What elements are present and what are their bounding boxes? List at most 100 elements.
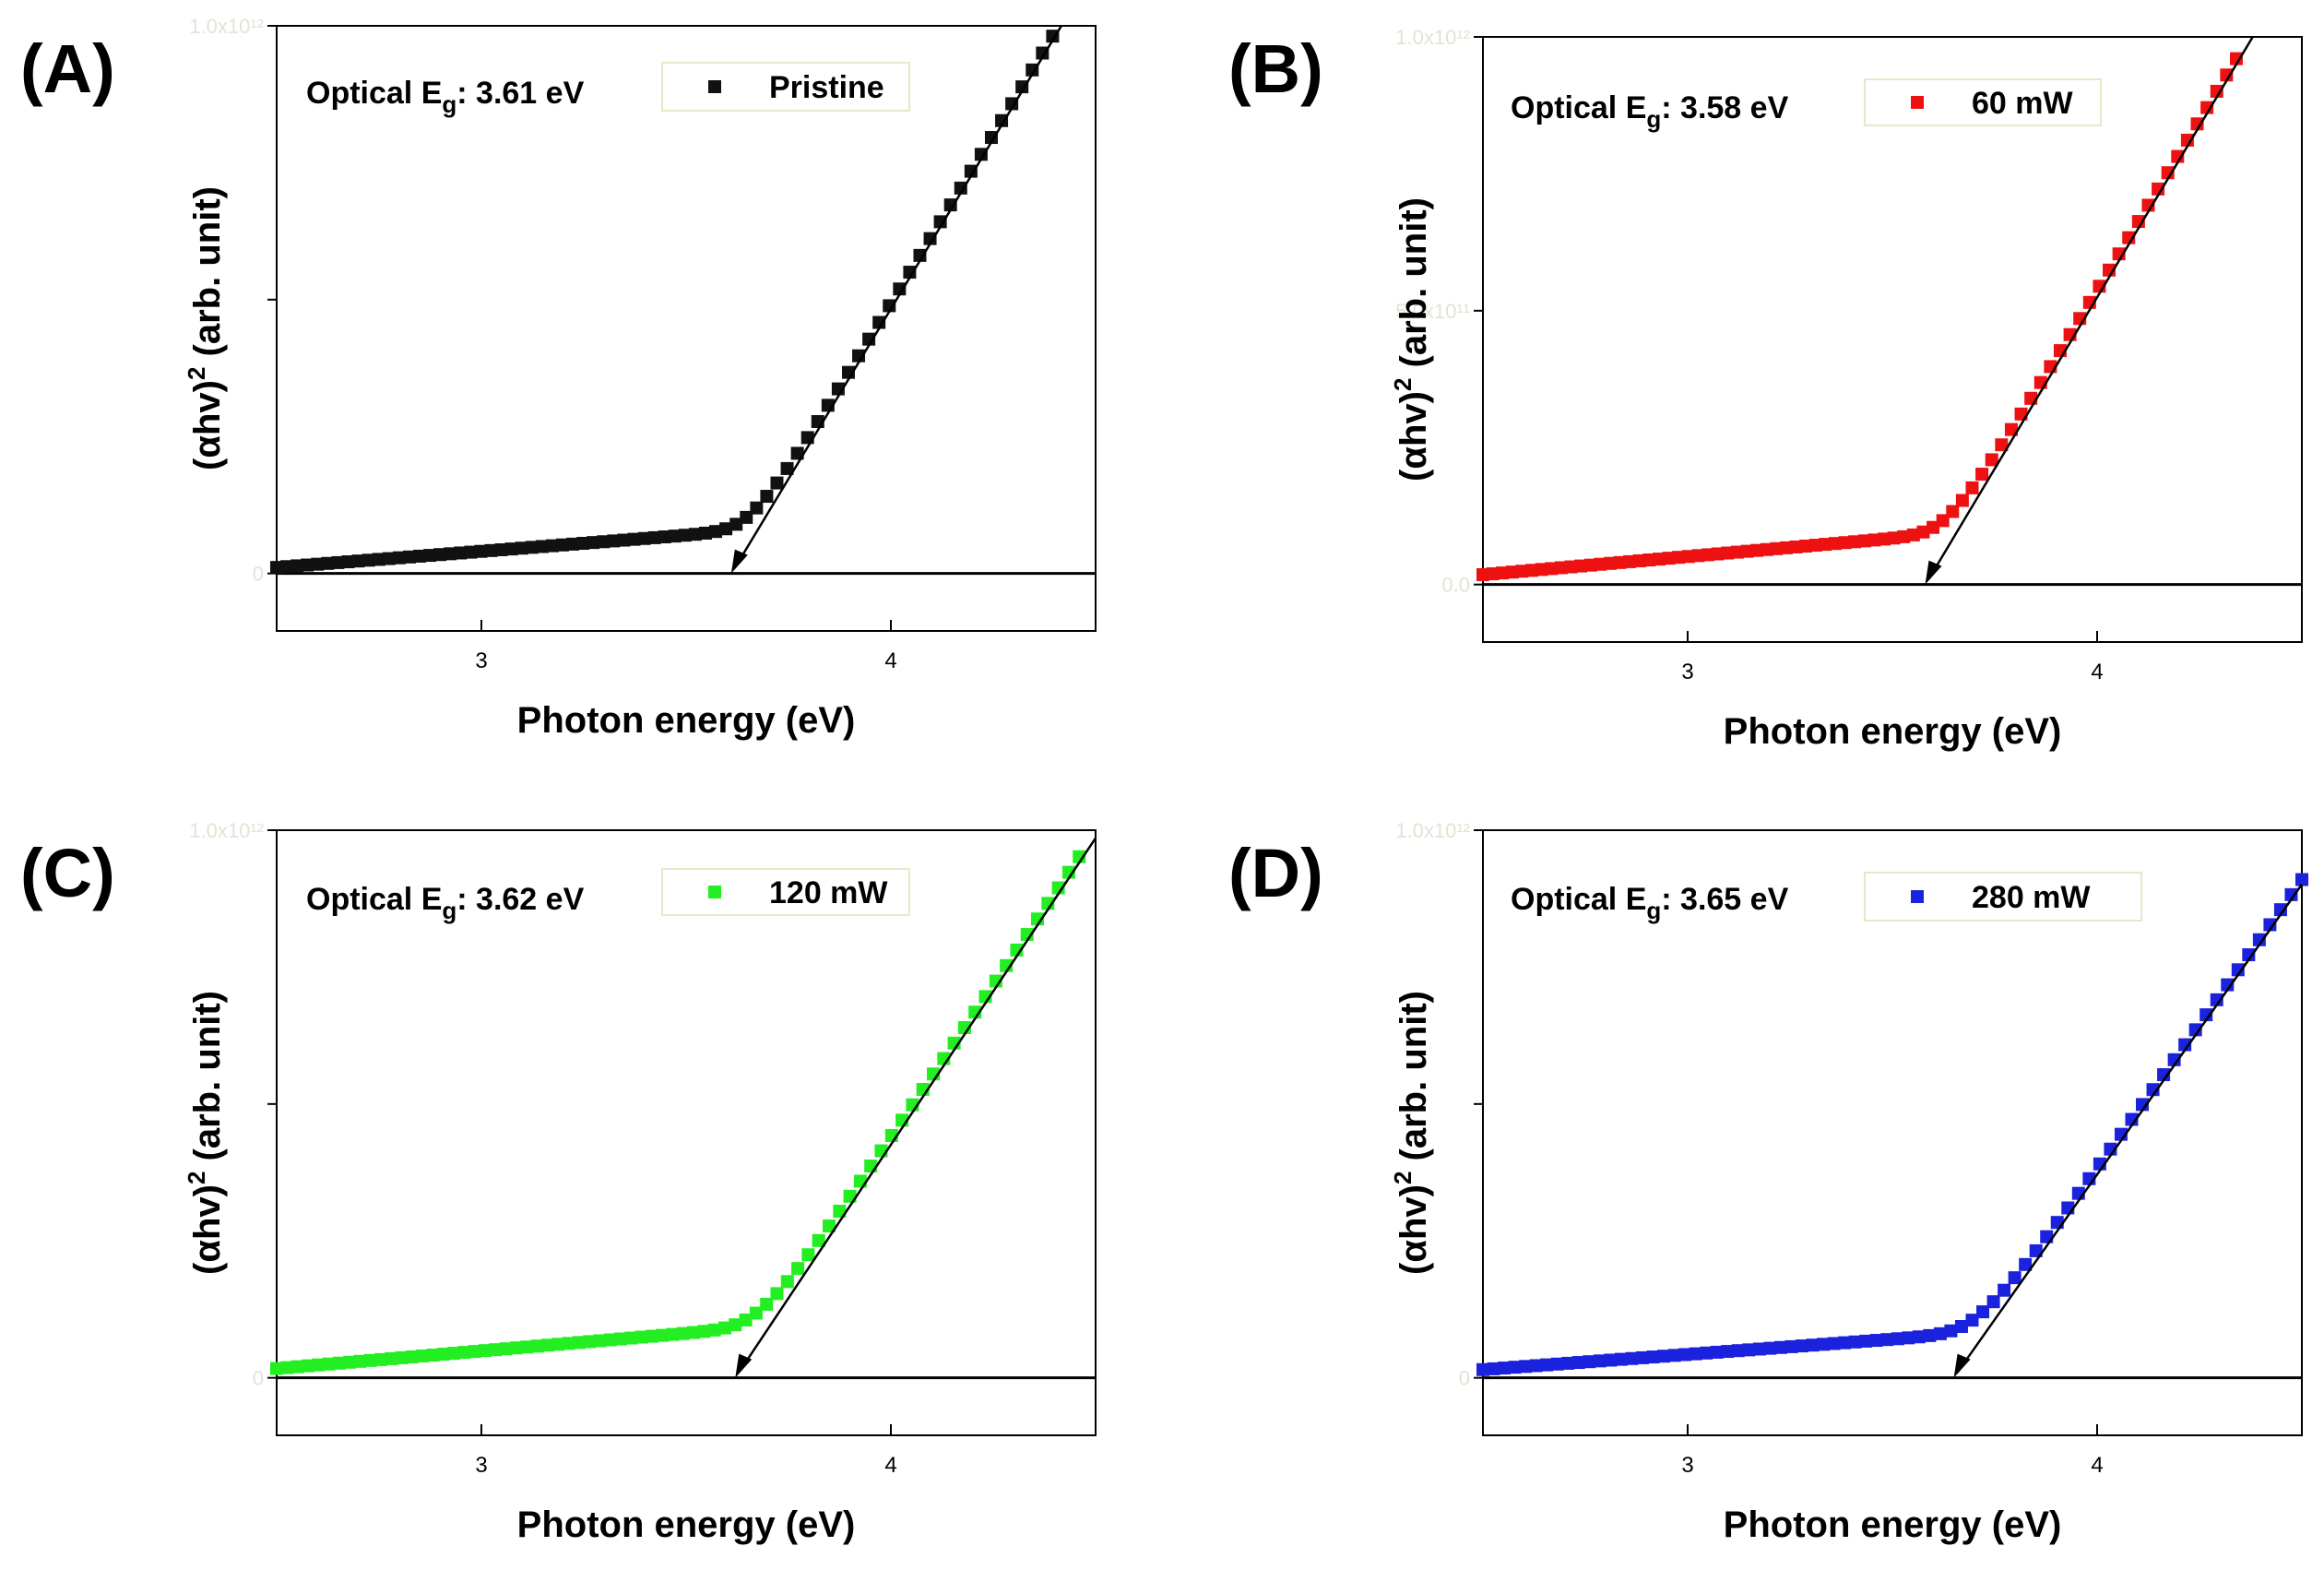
data-point — [1505, 565, 1519, 579]
data-point — [1614, 1352, 1628, 1366]
data-point — [416, 1349, 430, 1362]
data-point — [363, 1353, 377, 1367]
data-point — [1564, 560, 1578, 574]
data-point — [290, 1360, 304, 1374]
legend-box — [661, 62, 910, 112]
data-point — [520, 1340, 534, 1354]
data-point — [280, 1361, 294, 1374]
data-point — [301, 1359, 314, 1373]
data-point — [1752, 1342, 1766, 1356]
data-point — [1613, 555, 1627, 569]
y-axis-title-rest: (arb. unit) — [1393, 197, 1434, 378]
data-point — [270, 1362, 283, 1375]
data-point — [1878, 532, 1891, 546]
data-point — [2295, 873, 2308, 886]
data-point — [656, 1328, 670, 1342]
data-point — [321, 556, 335, 570]
data-point — [1827, 1337, 1841, 1350]
data-point — [1525, 564, 1539, 577]
optical-eg-subscript: g — [442, 90, 456, 118]
data-point — [1005, 97, 1019, 111]
data-point — [1936, 514, 1950, 528]
data-point — [1515, 565, 1529, 578]
data-point — [489, 1343, 503, 1357]
data-point — [504, 542, 518, 556]
data-point — [576, 537, 590, 551]
data-point — [280, 560, 294, 574]
y-axis-title-exponent: 2 — [183, 367, 210, 380]
panel-d: (D) 3 4 0 1.0x10¹² Photon energy (eV) (αhv)2 (… — [1228, 819, 2308, 1545]
data-point — [270, 561, 283, 575]
panel-label: (A) — [20, 30, 115, 107]
data-point — [1868, 533, 1881, 547]
data-series — [270, 850, 1086, 1375]
data-point — [1632, 553, 1646, 567]
data-point — [1838, 1336, 1852, 1350]
data-point — [2178, 1038, 2192, 1052]
data-point — [1742, 1343, 1756, 1357]
y-axis-title-base: (αhv) — [1393, 391, 1434, 482]
data-point — [479, 1344, 492, 1358]
data-point — [1906, 528, 1920, 541]
legend-box — [1864, 78, 2102, 126]
data-point — [697, 1325, 711, 1338]
data-point — [634, 1330, 648, 1344]
data-point — [1998, 1283, 2011, 1297]
optical-eg-prefix: Optical E — [306, 882, 442, 917]
data-point — [872, 315, 886, 329]
x-tick-label: 3 — [475, 648, 487, 673]
data-point — [1976, 1305, 1990, 1319]
data-point — [2190, 117, 2204, 131]
x-axis-title: Photon energy (eV) — [1724, 1505, 2062, 1545]
data-point — [1652, 553, 1666, 566]
data-point — [1817, 1338, 1831, 1351]
data-series — [270, 30, 1060, 575]
x-tick-label: 3 — [1681, 1453, 1693, 1478]
y-tick-label-top: 1.0x10¹² — [189, 819, 264, 842]
data-point — [402, 550, 416, 564]
data-point — [750, 501, 764, 515]
data-point — [2263, 918, 2277, 932]
data-point — [464, 545, 478, 559]
panel-c: (C) 3 4 0 1.0x10¹² Photon energy (eV) (αhv)2 (… — [20, 819, 1097, 1545]
legend-marker — [708, 80, 721, 93]
data-point — [1975, 468, 1989, 482]
y-axis-title-base: (αhv) — [1393, 1184, 1434, 1275]
data-point — [2167, 1053, 2181, 1066]
data-point — [1657, 1350, 1671, 1363]
data-point — [688, 528, 702, 541]
y-axis-title-rest: (arb. unit) — [187, 991, 228, 1172]
data-point — [1594, 557, 1607, 571]
data-point — [666, 1327, 680, 1341]
data-point — [1476, 567, 1489, 581]
x-tick-label: 4 — [884, 1453, 896, 1478]
data-point — [332, 1356, 346, 1370]
data-point — [1529, 1359, 1543, 1373]
data-point — [1574, 559, 1588, 573]
data-point — [412, 549, 426, 563]
y-tick-label-zero: 0.0 — [1441, 574, 1470, 597]
data-point — [780, 461, 794, 475]
data-point — [1848, 1335, 1862, 1349]
legend-marker — [708, 886, 721, 898]
optical-eg-prefix: Optical E — [1511, 882, 1646, 917]
data-point — [499, 1342, 513, 1356]
fit-line — [733, 25, 1062, 569]
data-point — [739, 1313, 753, 1326]
x-tick-label: 4 — [884, 648, 896, 673]
data-point — [1554, 561, 1568, 575]
data-point — [2229, 52, 2243, 65]
data-point — [1955, 494, 1969, 507]
data-point — [964, 164, 978, 178]
data-series — [1476, 873, 2308, 1376]
data-point — [385, 1351, 398, 1365]
data-point — [698, 526, 712, 540]
data-point — [822, 1219, 836, 1233]
data-point — [562, 1337, 575, 1350]
data-point — [1986, 1295, 2000, 1309]
data-point — [1806, 1338, 1820, 1352]
data-point — [597, 535, 611, 549]
data-point — [760, 1297, 774, 1311]
data-point — [709, 525, 723, 539]
